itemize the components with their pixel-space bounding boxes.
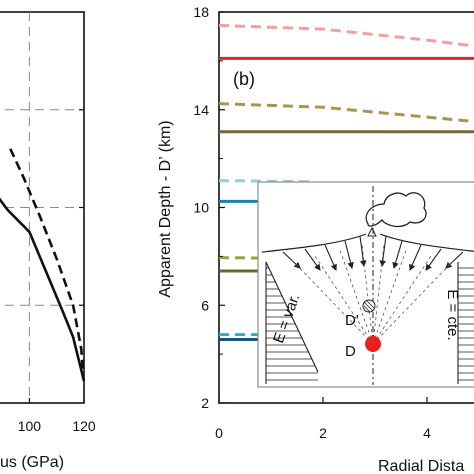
panel-a-series-dashed [9, 148, 85, 379]
displacement-arrow [344, 240, 354, 270]
displacement-arrow [359, 235, 367, 268]
panel-b-y-tick-label: 18 [193, 4, 209, 20]
source-ray [339, 249, 374, 345]
source-rays [289, 243, 457, 345]
panel-a-grid [0, 12, 84, 403]
panel-b-series [218, 23, 474, 341]
displacement-arrow [379, 235, 387, 268]
vent-icon [367, 226, 377, 237]
source-ray [372, 243, 385, 345]
inset-frame [257, 181, 474, 388]
displacement-arrow [392, 240, 403, 270]
panel-b-x-tick-label: 2 [319, 425, 327, 441]
displacement-arrow [304, 248, 321, 271]
panel-a-series [0, 148, 86, 382]
panel-b-series-3-dashed [218, 102, 474, 124]
displacement-arrow [425, 248, 442, 271]
apparent-source-icon [362, 299, 376, 313]
panel-b-x-tick-label: 4 [423, 425, 431, 441]
ground-surface [261, 233, 474, 253]
source-label: D [345, 343, 356, 360]
source-ray [361, 243, 374, 345]
panel-a-series-solid [0, 197, 86, 382]
panel-b-series-1-dashed [218, 23, 474, 48]
source-ray [372, 257, 457, 345]
panel-a-x-axis-label: us (GPa) [0, 454, 64, 471]
displacement-arrow [409, 244, 422, 272]
inset-label-e-cte: E = cte. [444, 289, 461, 340]
panel-a-x-tick-label: 120 [72, 418, 96, 434]
variable-modulus-hatching [265, 261, 319, 384]
source-ray [372, 249, 407, 345]
constant-modulus-hatching [457, 262, 474, 384]
panel-a-x-tick-label: 100 [18, 418, 42, 434]
panel-b-y-tick-label: 6 [201, 297, 209, 313]
panel-b-y-axis-label: Apparent Depth - D’ (km) [157, 120, 174, 297]
source-point-icon [365, 336, 381, 352]
panel-b-x-tick-label: 0 [215, 425, 223, 441]
displacement-arrow [324, 244, 337, 272]
panel-b-label: (b) [233, 69, 255, 89]
inset-schematic: E = var. E = cte. D' D [257, 181, 474, 388]
panel-b-y-tick-label: 10 [193, 200, 209, 216]
panel-b-y-tick-label: 14 [193, 102, 209, 118]
panel-a-ticks: 100 120 [18, 109, 96, 434]
apparent-source-label: D' [345, 312, 359, 329]
panel-a: 100 120 us (GPa) [0, 11, 96, 471]
eruption-cloud-icon [365, 192, 427, 228]
panel-b-y-tick-label: 2 [201, 395, 209, 411]
apparent-source-hatch [363, 299, 375, 313]
source-ray [289, 257, 374, 345]
panel-b-x-axis-label: Radial Dista [378, 458, 464, 474]
